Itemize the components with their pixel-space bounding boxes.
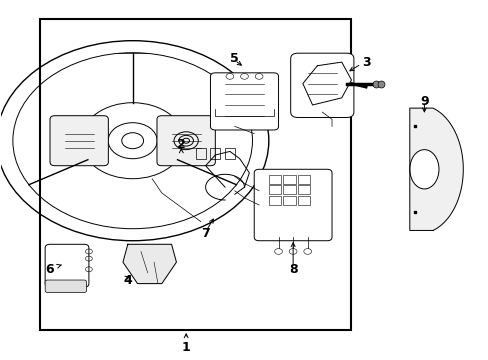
Bar [297, 185, 309, 194]
Bar [297, 196, 309, 205]
Bar [268, 196, 281, 205]
Bar [210, 148, 220, 158]
Text: 2: 2 [177, 138, 185, 151]
Bar [297, 175, 309, 184]
Circle shape [81, 103, 184, 179]
FancyBboxPatch shape [45, 280, 86, 293]
FancyBboxPatch shape [157, 116, 215, 166]
Text: 3: 3 [361, 55, 369, 69]
Bar [268, 175, 281, 184]
Bar [283, 185, 295, 194]
Text: 4: 4 [123, 274, 132, 287]
Text: 8: 8 [288, 263, 297, 276]
FancyBboxPatch shape [50, 116, 108, 166]
Bar [283, 175, 295, 184]
FancyBboxPatch shape [254, 169, 331, 241]
Polygon shape [409, 108, 462, 230]
Polygon shape [302, 62, 351, 105]
Bar [224, 148, 234, 158]
Bar [283, 196, 295, 205]
FancyBboxPatch shape [290, 53, 353, 117]
FancyBboxPatch shape [45, 244, 89, 287]
Text: 6: 6 [45, 263, 54, 276]
Ellipse shape [409, 150, 438, 189]
Bar [268, 185, 281, 194]
Text: 7: 7 [201, 227, 209, 240]
Text: 5: 5 [230, 52, 239, 65]
Text: 9: 9 [419, 95, 428, 108]
Text: 1: 1 [182, 341, 190, 354]
Bar [40, 19, 351, 330]
FancyBboxPatch shape [210, 73, 278, 130]
Polygon shape [122, 244, 176, 284]
Bar [196, 148, 205, 158]
